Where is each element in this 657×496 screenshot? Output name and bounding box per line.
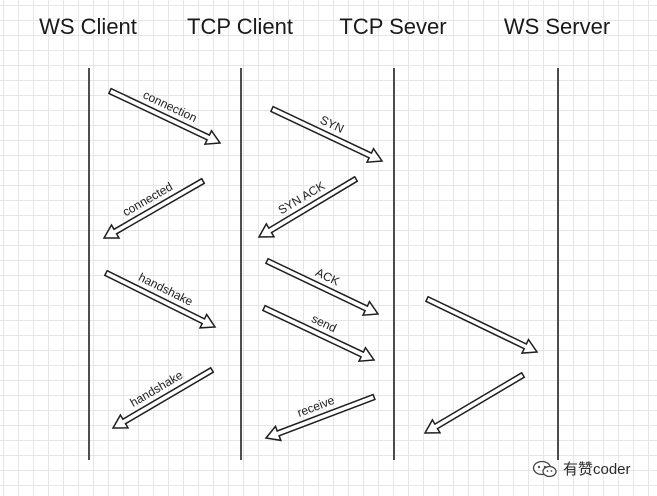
arrow-send [261,304,376,363]
message-syn: SYN [269,105,384,164]
lane-header-tcp-client: TCP Client [187,14,293,39]
message-connected: connected [102,177,206,239]
arrow-ack [264,257,380,317]
lane-header-ws-server: WS Server [503,14,611,39]
message-ack: ACK [264,257,380,317]
arrow-handshake-response [111,366,215,429]
wechat-icon [532,460,557,477]
lane-header-ws-client: WS Client [39,14,137,39]
message-send: send [261,304,376,363]
message-handshake-response: handshake [111,366,215,429]
arrow-syn [269,105,384,164]
arrow-connection [107,87,222,146]
message-reply [423,371,526,434]
message-forward [424,295,539,354]
message-syn-ack: SYN ACK [257,175,359,238]
arrow-reply [423,371,526,434]
arrow-receive [264,393,376,442]
lane-header-tcp-server: TCP Sever [339,14,447,39]
message-connection: connection [107,87,222,146]
message-handshake-request: handshake [103,269,217,329]
message-receive: receive [264,393,376,442]
arrow-syn-ack [257,175,359,238]
watermark: 有赞coder [532,458,631,479]
watermark-text: 有赞coder [563,461,631,478]
arrow-handshake-request [103,269,217,329]
arrow-connected [102,177,206,239]
arrow-forward [424,295,539,354]
